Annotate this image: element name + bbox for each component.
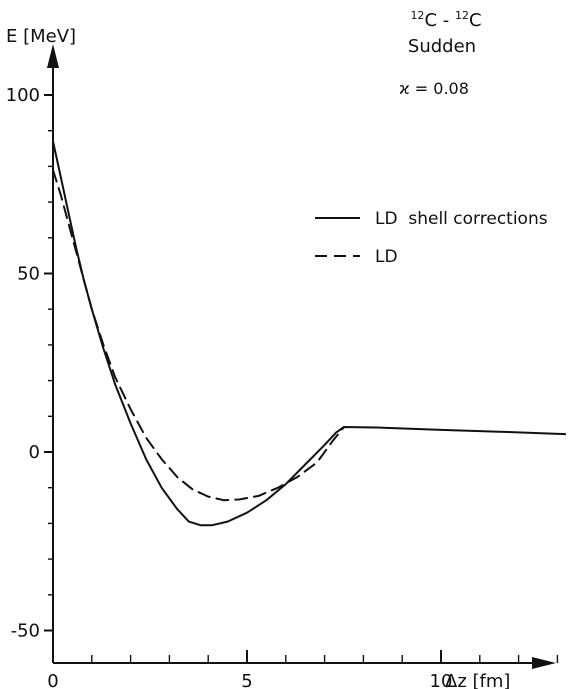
- reaction-a-element: C: [424, 10, 437, 31]
- reaction-b-mass: 12: [455, 9, 469, 22]
- legend-label-solid: LD shell corrections: [375, 209, 548, 229]
- axes: [47, 44, 556, 669]
- reaction-label: 12C - 12C: [410, 9, 481, 31]
- x-tick-label: 0: [47, 671, 58, 689]
- x-tick-label: 5: [241, 671, 252, 689]
- x-axis-label: Δz [fm]: [445, 671, 510, 689]
- y-tick-label: 50: [17, 264, 40, 285]
- reaction-b-element: C: [469, 10, 482, 31]
- reaction-dash: -: [437, 10, 455, 31]
- y-axis-arrow: [47, 44, 59, 68]
- tick-labels: -50 0 50 100 0 5: [6, 85, 253, 689]
- y-tick-label: 0: [29, 442, 40, 463]
- y-axis-label: E [MeV]: [6, 26, 76, 47]
- y-tick-label: -50: [11, 621, 40, 642]
- x-axis-arrow: [532, 657, 556, 669]
- reaction-a-mass: 12: [410, 9, 424, 22]
- legend-label-dashed: LD: [375, 247, 398, 267]
- y-tick-label: 100: [6, 85, 40, 106]
- annotation: 12C - 12C Sudden ϰ = 0.08: [399, 9, 481, 98]
- series: [52, 140, 567, 527]
- x-tick-label-10: 10: [430, 671, 453, 689]
- kappa-label: ϰ = 0.08: [399, 79, 469, 98]
- legend: LD shell corrections LD: [315, 209, 548, 267]
- series-line-dashed: [52, 169, 345, 502]
- ticks: [44, 94, 559, 663]
- mode-label: Sudden: [408, 36, 476, 57]
